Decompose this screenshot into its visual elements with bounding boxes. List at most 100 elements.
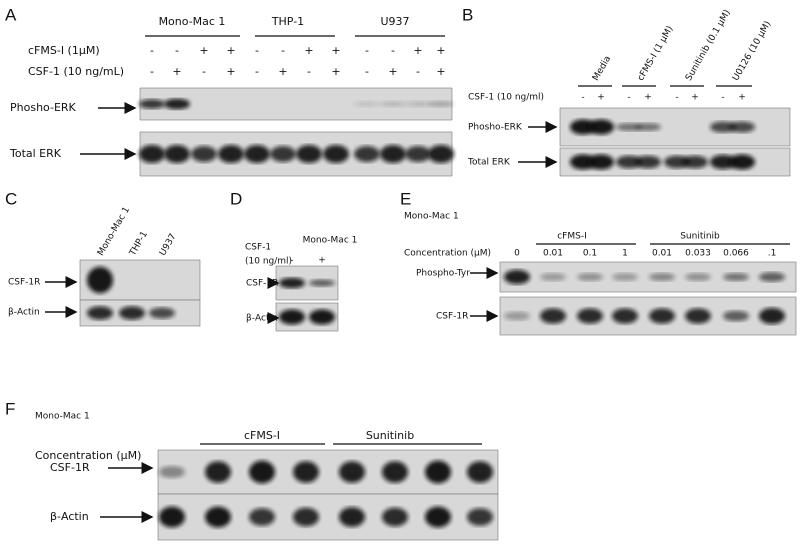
blot-frame — [157, 493, 499, 541]
band — [279, 309, 305, 325]
panel-label: A — [5, 5, 17, 24]
panel-label: F — [5, 399, 15, 418]
band — [296, 145, 322, 163]
concentration: 0.066 — [723, 249, 749, 259]
band — [616, 155, 642, 169]
group-label: Sunitinib — [366, 429, 414, 442]
band — [293, 461, 319, 483]
group-label: cFMS-I — [244, 429, 280, 442]
sign: + — [304, 44, 313, 57]
cell-line: Mono-Mac 1 — [404, 212, 459, 222]
band — [504, 311, 530, 321]
group-label: Mono-Mac 1 — [159, 15, 226, 28]
band — [729, 121, 755, 133]
band — [354, 101, 380, 107]
sign: - — [307, 65, 311, 78]
blot-label: CSF-1R — [436, 312, 468, 322]
blot-label: β-Actin — [50, 510, 89, 523]
band — [710, 121, 736, 133]
band — [87, 306, 113, 320]
band — [119, 306, 145, 320]
concentration-label: Concentration (μM) — [35, 449, 141, 462]
band — [205, 506, 231, 528]
blot — [79, 299, 201, 327]
band — [612, 273, 638, 281]
lane-label: THP-1 — [128, 230, 150, 259]
sign: - — [150, 44, 154, 57]
band — [382, 461, 408, 483]
band — [729, 154, 755, 170]
sign: + — [331, 44, 340, 57]
band — [723, 310, 749, 322]
sign: + — [199, 44, 208, 57]
blot — [275, 302, 339, 332]
sign: + — [278, 65, 287, 78]
band — [323, 145, 349, 163]
group-label: Sunitinib (0.1 μM) — [684, 8, 733, 82]
blot — [499, 296, 797, 336]
group-label: U937 — [380, 15, 409, 28]
panel-label: D — [230, 189, 242, 208]
sign: - — [365, 44, 369, 57]
band — [249, 508, 275, 526]
band — [382, 507, 408, 527]
concentration: .1 — [768, 249, 777, 259]
sign: - — [175, 44, 179, 57]
group-label: U0126 (10 μM) — [731, 20, 773, 83]
row-label: CSF-1 — [245, 243, 271, 253]
concentration: 0 — [514, 249, 520, 259]
concentration: 0.01 — [543, 249, 563, 259]
lane-label: U937 — [158, 232, 179, 258]
band — [588, 154, 614, 170]
band — [428, 101, 454, 107]
band — [504, 269, 530, 285]
sign: - — [391, 44, 395, 57]
blot-label: β-Actin — [246, 314, 278, 324]
band — [164, 145, 190, 163]
group-label: cFMS-I (1 μM) — [636, 25, 675, 83]
sign: + — [691, 93, 699, 103]
sign: - — [202, 65, 206, 78]
panel-label: B — [462, 5, 473, 24]
row-label: cFMS-I (1μM) — [28, 44, 100, 57]
band — [205, 461, 231, 483]
sign: - — [150, 65, 154, 78]
blot-frame — [499, 296, 797, 336]
sign: + — [644, 93, 652, 103]
band — [380, 101, 406, 107]
blot-label: Phosho-ERK — [10, 101, 77, 114]
sign: + — [318, 256, 326, 266]
blot-frame — [499, 261, 797, 293]
band — [616, 123, 642, 131]
sign: - — [416, 65, 420, 78]
band — [649, 273, 675, 281]
row-label: (10 ng/ml) — [245, 257, 292, 267]
band — [425, 460, 451, 484]
blot-frame — [79, 299, 201, 327]
lane-label: Mono-Mac 1 — [96, 205, 132, 257]
band — [354, 146, 380, 162]
blot — [275, 265, 339, 301]
band — [635, 155, 661, 169]
concentration-label: Concentration (μM) — [404, 249, 491, 259]
group-label: Sunitinib — [680, 232, 720, 242]
band — [577, 308, 603, 324]
sign: - — [255, 65, 259, 78]
band — [577, 273, 603, 281]
group-label: cFMS-I — [557, 232, 587, 242]
header: Mono-Mac 1 — [303, 236, 358, 246]
band — [570, 119, 596, 135]
band — [540, 273, 566, 281]
band — [159, 466, 185, 478]
band — [405, 101, 431, 107]
band — [428, 145, 454, 163]
band — [759, 307, 785, 325]
band — [682, 155, 708, 169]
band — [339, 461, 365, 483]
sign: + — [226, 65, 235, 78]
band — [164, 98, 190, 110]
band — [685, 308, 711, 324]
blot — [139, 87, 454, 121]
band — [405, 146, 431, 162]
